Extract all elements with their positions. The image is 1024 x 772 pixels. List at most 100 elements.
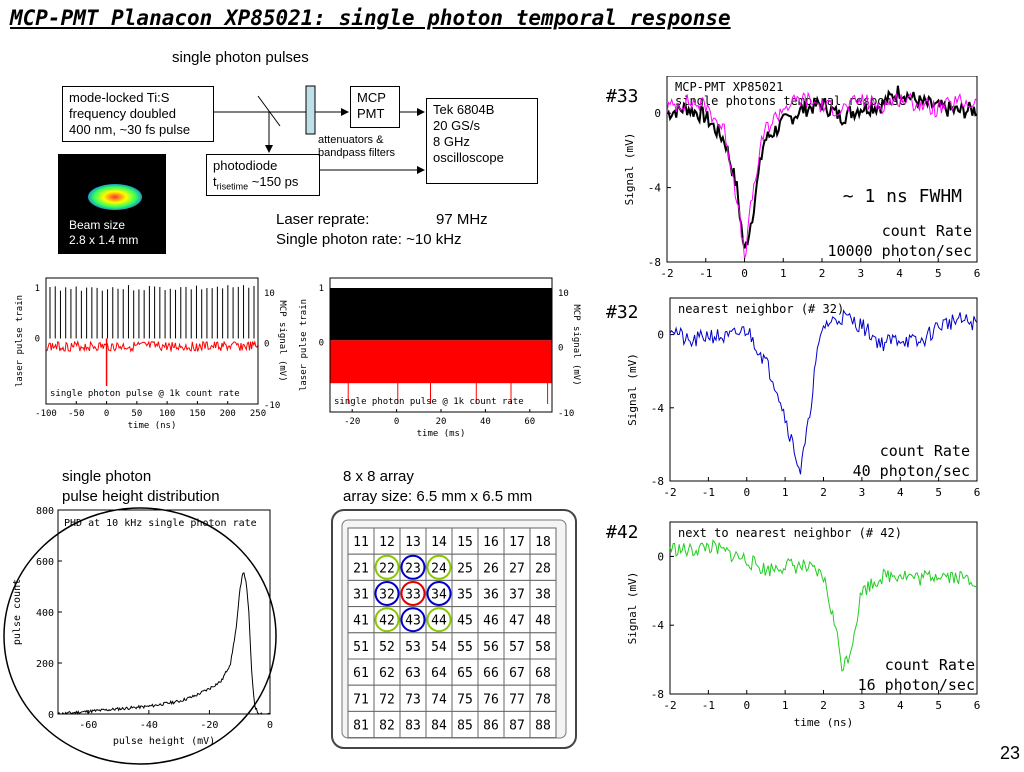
y-tick-label-left: 0 — [35, 334, 40, 344]
array-cell-label: 16 — [483, 535, 499, 550]
x-tick-label: 5 — [935, 699, 942, 712]
chart-svg: -60 -40 -20 0 0 200 400 600 800 PHD at 10 kHz sin… — [3, 506, 277, 765]
single-photon-pulses-label: single photon pulses — [172, 49, 309, 66]
array-cell-label: 45 — [457, 614, 473, 629]
x-tick-label: 50 — [131, 409, 142, 419]
array-cell-label: 58 — [535, 640, 551, 655]
array-cell — [451, 527, 479, 555]
array-cell — [425, 658, 453, 686]
tek-line-1: Tek 6804B — [433, 102, 495, 117]
x-tick-label: 3 — [859, 699, 866, 712]
y-tick-label: 0 — [48, 710, 54, 721]
chart-svg: #32 nearest neighbor (# 32) -2 -1 0 1 2 3 4 5 6 0 -4… — [606, 297, 980, 499]
array-cell — [425, 527, 453, 555]
pixel-highlight-circle — [426, 554, 452, 580]
x-axis-label: time (ns) — [794, 716, 854, 729]
array-cell-label: 74 — [431, 692, 447, 707]
y-tick-label: 0 — [657, 329, 664, 342]
pixel-highlight-circle — [426, 607, 452, 633]
x-tick-label: 0 — [741, 267, 748, 280]
y-tick-label: -8 — [648, 256, 661, 269]
plot-frame — [45, 277, 259, 405]
array-cell-label: 75 — [457, 692, 473, 707]
annotation: count Rate — [885, 656, 975, 674]
x-tick-label: 5 — [935, 267, 942, 280]
array-cell — [347, 606, 375, 634]
x-tick-label: -1 — [702, 699, 715, 712]
chart-svg: -20 0 20 40 60 time (ms) single photon pulse @… — [299, 277, 581, 439]
x-tick-label: 2 — [820, 699, 827, 712]
x-tick-label: -50 — [68, 409, 84, 419]
array-cell-label: 27 — [509, 561, 525, 576]
y-axis-label: pulse count — [12, 579, 23, 645]
array-cell-label: 53 — [405, 640, 421, 655]
x-tick-label: -1 — [702, 486, 715, 499]
y-tick-label: 800 — [36, 506, 54, 517]
array-cell-label: 54 — [431, 640, 447, 655]
array-cell-label: 52 — [379, 640, 395, 655]
mcp-signal-band — [330, 340, 552, 384]
setup-arrows — [214, 85, 425, 174]
array-cell — [503, 579, 531, 608]
chart-33: #33 MCP-PMT XP85021 single photons tempora… — [600, 75, 1024, 286]
y-tick-label-right: 0 — [264, 339, 269, 349]
annotation: count Rate — [882, 222, 972, 240]
array-cell — [503, 632, 531, 660]
array-cell — [399, 632, 427, 660]
risetime-t: t — [213, 174, 217, 189]
y-tick-label-right: -10 — [558, 409, 574, 419]
x-tick-label: -100 — [35, 409, 57, 419]
x-tick-label: 250 — [250, 409, 266, 419]
array-cell-label: 24 — [431, 561, 447, 576]
array-cell-label: 86 — [483, 719, 499, 734]
y-axis-label: Signal (mV) — [626, 572, 639, 645]
channel-label: #33 — [606, 86, 639, 107]
phd-circle-outline — [3, 507, 277, 765]
annotation: 10000 photon/sec — [828, 242, 973, 260]
y-tick-label: -4 — [651, 402, 665, 415]
mcp-line-1: MCP — [357, 90, 386, 105]
beam-size-line-2: 2.8 x 1.4 mm — [69, 233, 139, 247]
y-axis-label: laser pulse train — [299, 299, 309, 391]
pixel-highlight-circle — [374, 607, 400, 633]
attenuators-line-2: bandpass filters — [318, 147, 396, 159]
tek-oscilloscope-box: Tek 6804B 20 GS/s 8 GHz oscilloscope — [426, 98, 538, 184]
array-cell-label: 48 — [535, 614, 551, 629]
x-tick-label: -40 — [140, 720, 158, 731]
plot-title-line: PHD at 10 kHz single photon rate — [64, 518, 257, 529]
phd-series-line — [57, 572, 271, 715]
chart-42: #42 next to nearest neighbor (# 42) -2 -1 0 1… — [600, 512, 1024, 742]
annotation: 40 photon/sec — [853, 462, 970, 480]
array-cell-label: 18 — [535, 535, 551, 550]
attenuators-line-1: attenuators & — [318, 134, 384, 146]
x-tick-label: 5 — [935, 486, 942, 499]
x-tick-label: 0 — [267, 720, 273, 731]
array-cell-label: 61 — [353, 666, 369, 681]
array-cell-label: 42 — [379, 614, 395, 629]
y-tick-label: 200 — [36, 659, 54, 670]
array-caption: 8 x 8 array array size: 6.5 mm x 6.5 mm — [343, 467, 532, 507]
pixel-highlight-circle — [426, 581, 452, 606]
x-tick-label: -20 — [344, 417, 360, 427]
plot-title-line: MCP-PMT XP85021 — [675, 80, 783, 94]
x-tick-label: -2 — [663, 699, 676, 712]
array-cell — [529, 710, 557, 739]
chart-pulse-train-10k: -20 0 20 40 60 time (ms) single photon pulse @… — [292, 272, 594, 452]
laser-pulse-train-band — [330, 288, 552, 341]
array-cell-label: 67 — [509, 666, 525, 681]
array-cell-label: 78 — [535, 692, 551, 707]
chart-32: #32 nearest neighbor (# 32) -2 -1 0 1 2 3 4 5 6 0 -4… — [600, 292, 1024, 502]
attenuators-label: attenuators & bandpass filters — [318, 134, 395, 160]
y-tick-label: 0 — [654, 107, 661, 120]
array-cell — [451, 632, 479, 660]
beam-size-label: Beam size 2.8 x 1.4 mm — [69, 218, 138, 248]
annotation: ~ 1 ns FWHM — [843, 186, 962, 207]
array-cell-label: 37 — [509, 588, 525, 603]
y-tick-label-left: 1 — [319, 284, 324, 294]
x-axis-label: pulse height (mV) — [113, 736, 215, 747]
array-cell — [477, 710, 505, 739]
array-cell-label: 76 — [483, 692, 499, 707]
array-cell-label: 81 — [353, 719, 369, 734]
x-tick-label: -2 — [660, 267, 673, 280]
